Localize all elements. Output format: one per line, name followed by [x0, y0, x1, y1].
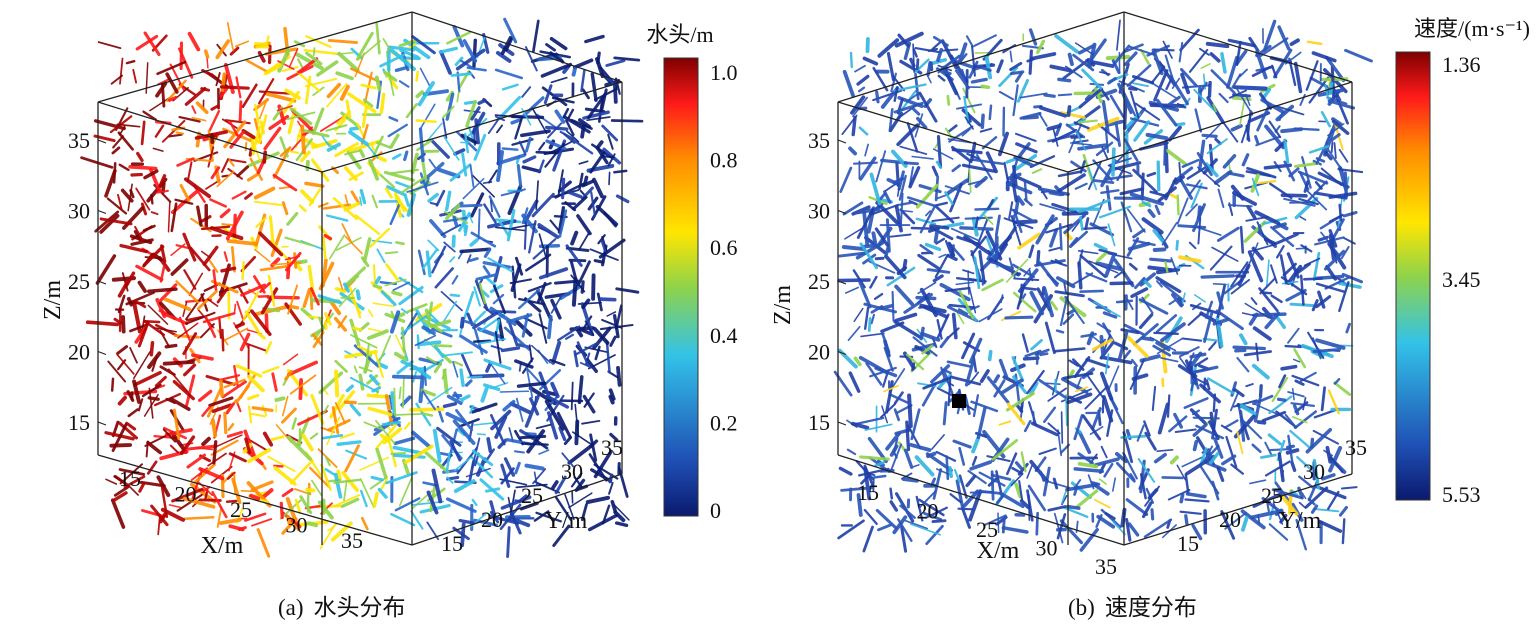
velocity-distribution-plot: 35 30 25 20 15 15 20 25 30 35 15 20 25 30 35 Z/m X/m… [770, 11, 1530, 579]
z-axis-label: Z/m [770, 285, 796, 325]
z-axis-label: Z/m [40, 280, 66, 320]
colorbar-title: 速度/(m·s⁻¹) [1414, 16, 1530, 41]
y-tick-label: 35 [1345, 435, 1367, 460]
x-tick-label: 20 [917, 499, 939, 524]
x-tick-label: 20 [175, 482, 197, 507]
caption: (b) 速度分布 [1068, 588, 1207, 622]
x-axis-ticks: 15 20 25 30 35 [857, 480, 1117, 579]
colorbar-ticks: 1.36 3.45 5.53 [1442, 52, 1481, 507]
z-tick-label: 20 [68, 340, 90, 365]
x-tick-label: 30 [1036, 536, 1058, 561]
colorbar-tick-label: 0.4 [710, 323, 738, 348]
caption-label: (a) [278, 595, 304, 620]
y-tick-label: 20 [481, 507, 503, 532]
colorbar-tick-label: 0.2 [710, 410, 738, 435]
colorbar-tick-label: 0 [710, 498, 721, 523]
caption-label: (b) [1068, 595, 1095, 620]
z-tick-label: 15 [68, 410, 90, 435]
z-tick-label: 15 [808, 410, 830, 435]
x-axis-label: X/m [201, 533, 244, 559]
colorbar [663, 57, 699, 517]
y-axis-ticks: 15 20 25 30 35 [1177, 435, 1367, 556]
colorbar-tick-label: 1.36 [1442, 52, 1481, 77]
y-tick-label: 20 [1219, 507, 1241, 532]
y-tick-label: 25 [521, 483, 543, 508]
z-axis-ticks: 35 30 25 20 15 [68, 128, 107, 435]
z-tick-label: 30 [808, 199, 830, 224]
caption-text: 速度分布 [1104, 595, 1197, 620]
z-tick-label: 25 [68, 269, 90, 294]
colorbar-title: 水头/m [646, 22, 713, 47]
colorbar-tick-label: 3.45 [1442, 267, 1481, 292]
x-tick-label: 15 [119, 466, 141, 491]
x-tick-label: 35 [341, 528, 363, 553]
x-tick-label: 25 [230, 497, 252, 522]
y-tick-label: 30 [1303, 459, 1325, 484]
colorbar-tick-label: 0.6 [710, 235, 738, 260]
y-tick-label: 30 [561, 459, 583, 484]
fracture-network [80, 17, 644, 559]
panel-velocity-distribution: 35 30 25 20 15 15 20 25 30 35 15 20 25 30 35 Z/m X/m… [770, 0, 1540, 638]
x-tick-label: 35 [1095, 554, 1117, 579]
head-distribution-plot: 35 30 25 20 15 15 20 25 30 35 15 20 25 30 35 Z/m X/m… [40, 11, 738, 559]
fracture-network [833, 19, 1373, 553]
y-axis-ticks: 15 20 25 30 35 [441, 435, 623, 556]
colorbar-tick-label: 0.8 [710, 148, 738, 173]
z-axis-ticks: 35 30 25 20 15 [808, 128, 847, 435]
panel-head-distribution: 35 30 25 20 15 15 20 25 30 35 15 20 25 30 35 Z/m X/m… [40, 11, 738, 622]
z-tick-label: 20 [808, 340, 830, 365]
colorbar-tick-label: 1.0 [710, 60, 738, 85]
x-tick-label: 30 [286, 513, 308, 538]
bounding-box [97, 11, 623, 546]
y-tick-label: 25 [1261, 483, 1283, 508]
caption-text: 水头分布 [313, 595, 406, 620]
y-tick-label: 15 [441, 531, 463, 556]
x-tick-label: 25 [976, 517, 998, 542]
caption: (a) 水头分布 [278, 588, 416, 622]
colorbar [1395, 51, 1431, 501]
x-axis-ticks: 15 20 25 30 35 [119, 466, 363, 553]
x-axis-label: X/m [977, 538, 1020, 564]
bounding-box [837, 11, 1353, 546]
z-tick-label: 35 [68, 128, 90, 153]
z-tick-label: 25 [808, 269, 830, 294]
colorbar-ticks: 1.0 0.8 0.6 0.4 0.2 0 [710, 60, 738, 523]
x-tick-label: 15 [857, 480, 879, 505]
y-tick-label: 15 [1177, 531, 1199, 556]
z-tick-label: 30 [68, 199, 90, 224]
y-axis-label: Y/m [545, 508, 588, 534]
marker-square [952, 394, 966, 408]
colorbar-tick-label: 5.53 [1442, 482, 1481, 507]
y-axis-label: Y/m [1279, 508, 1322, 534]
y-tick-label: 35 [601, 435, 623, 460]
z-tick-label: 35 [808, 128, 830, 153]
